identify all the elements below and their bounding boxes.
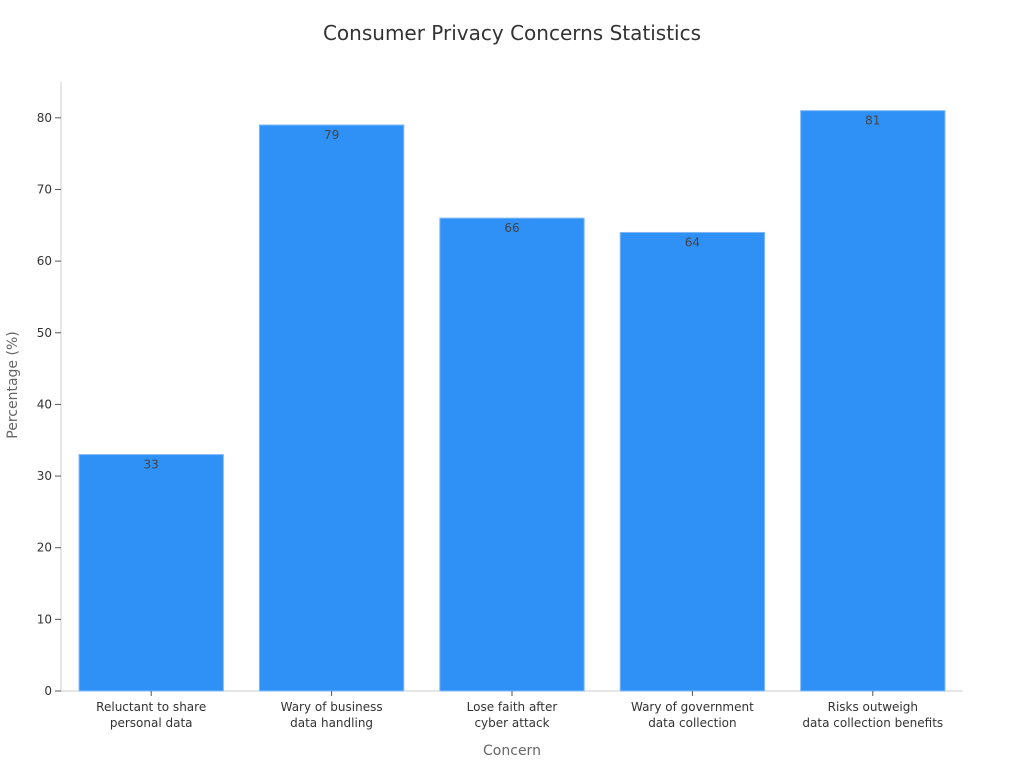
- bar-value-label: 64: [685, 235, 700, 249]
- plot-area: 0 10 20 30 40 50 60 70 80 33 Reluctant to share per…: [37, 82, 963, 730]
- bar: [258, 124, 405, 692]
- x-tick-label-line: data collection: [648, 716, 736, 730]
- bar-value-label: 81: [865, 114, 880, 128]
- x-tick-label-line: Wary of government: [631, 700, 754, 714]
- y-tick-label: 40: [37, 397, 52, 411]
- y-tick-label: 80: [37, 111, 52, 125]
- x-tick-label-line: cyber attack: [474, 716, 549, 730]
- x-tick-label-line: Reluctant to share: [96, 700, 206, 714]
- x-axis-title: Concern: [483, 743, 541, 759]
- x-tick-label-line: Lose faith after: [467, 700, 558, 714]
- y-tick-label: 20: [37, 541, 52, 555]
- x-tick-label-line: data handling: [290, 716, 373, 730]
- x-tick-label: Risks outweigh data collection benefits: [802, 700, 943, 730]
- x-tick-label: Lose faith after cyber attack: [467, 700, 558, 730]
- bar: [78, 454, 224, 692]
- x-tick-label-line: data collection benefits: [802, 716, 943, 730]
- bar-value-label: 79: [324, 128, 339, 142]
- bar-value-label: 33: [144, 458, 159, 472]
- y-tick-label: 10: [37, 612, 52, 626]
- x-tick-label: Wary of government data collection: [631, 700, 754, 730]
- y-tick-label: 60: [37, 254, 52, 268]
- bar: [800, 110, 946, 692]
- chart-title: Consumer Privacy Concerns Statistics: [323, 21, 701, 45]
- y-tick-label: 30: [37, 469, 52, 483]
- x-tick-label-line: Risks outweigh: [828, 700, 918, 714]
- y-tick-label: 70: [37, 182, 52, 196]
- bar: [439, 217, 585, 692]
- x-tick-label: Wary of business data handling: [281, 700, 383, 730]
- x-tick-label-line: Wary of business: [281, 700, 383, 714]
- bar-value-label: 66: [504, 221, 519, 235]
- y-axis-title: Percentage (%): [5, 331, 21, 438]
- x-tick-label-line: personal data: [110, 716, 193, 730]
- bar: [619, 231, 766, 692]
- x-tick-label: Reluctant to share personal data: [96, 700, 206, 730]
- y-tick-label: 0: [44, 684, 52, 698]
- y-tick-label: 50: [37, 326, 52, 340]
